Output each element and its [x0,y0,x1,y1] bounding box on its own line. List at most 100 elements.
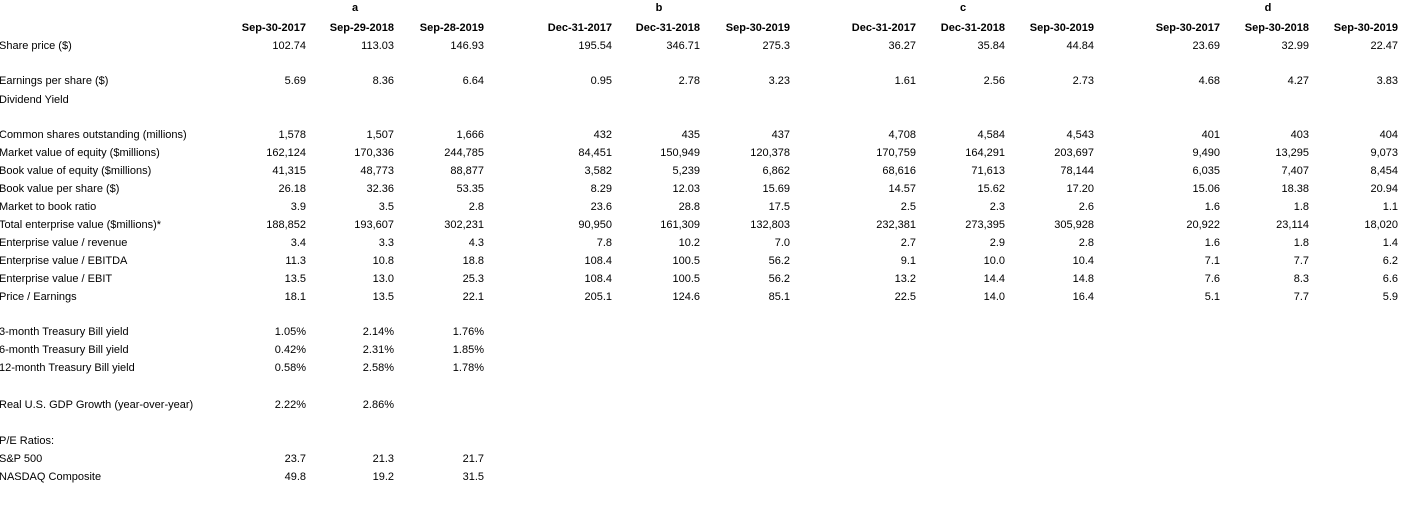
row-label: Price / Earnings [0,291,77,303]
row-label: Market value of equity ($millions) [0,147,160,159]
data-cell: 7.0 [774,237,790,249]
data-cell: 108.4 [584,255,612,267]
data-cell: 403 [1290,129,1309,141]
data-cell: 7.6 [1204,273,1220,285]
data-cell: 90,950 [578,219,612,231]
data-cell: 432 [593,129,612,141]
data-cell: 4.68 [1198,75,1220,87]
group-label: b [655,2,663,14]
data-cell: 2.7 [900,237,916,249]
data-cell: 7.8 [596,237,612,249]
data-cell: 244,785 [444,147,484,159]
data-cell: 6,035 [1192,165,1220,177]
data-cell: 21.7 [462,453,484,465]
data-cell: 1.78% [452,362,484,374]
data-cell: 102.74 [272,40,306,52]
data-cell: 2.8 [468,201,484,213]
data-cell: 5.9 [1382,291,1398,303]
row-label: Real U.S. GDP Growth (year-over-year) [0,399,194,411]
data-cell: 21.3 [372,453,394,465]
row-label: S&P 500 [0,453,43,465]
data-cell: 195.54 [578,40,612,52]
column-date-header: Dec-31-2017 [547,22,612,34]
data-cell: 85.1 [768,291,790,303]
data-cell: 9,490 [1192,147,1220,159]
data-cell: 1.8 [1293,237,1309,249]
data-cell: 203,697 [1054,147,1094,159]
data-cell: 18,020 [1364,219,1398,231]
data-cell: 31.5 [462,471,484,483]
data-cell: 10.2 [678,237,700,249]
data-cell: 108.4 [584,273,612,285]
data-cell: 346.71 [666,40,700,52]
data-cell: 150,949 [660,147,700,159]
section-heading: P/E Ratios: [0,435,55,447]
data-cell: 164,291 [965,147,1005,159]
data-cell: 232,381 [876,219,916,231]
group-label: c [959,2,967,14]
data-cell: 0.95 [590,75,612,87]
data-cell: 22.1 [462,291,484,303]
data-cell: 13.2 [894,273,916,285]
data-cell: 2.56 [983,75,1005,87]
data-cell: 7.7 [1293,291,1309,303]
data-cell: 170,759 [876,147,916,159]
data-cell: 3,582 [584,165,612,177]
row-label: Earnings per share ($) [0,75,109,87]
data-cell: 305,928 [1054,219,1094,231]
data-cell: 5.1 [1204,291,1220,303]
data-cell: 6.2 [1382,255,1398,267]
data-cell: 188,852 [266,219,306,231]
data-cell: 6.64 [462,75,484,87]
data-cell: 28.8 [678,201,700,213]
data-cell: 100.5 [672,255,700,267]
row-label: Book value per share ($) [0,183,120,195]
data-cell: 1,507 [366,129,394,141]
data-cell: 1.8 [1293,201,1309,213]
data-cell: 1.61 [894,75,916,87]
column-date-header: Sep-30-2019 [725,22,790,34]
data-cell: 88,877 [450,165,484,177]
data-cell: 49.8 [284,471,306,483]
column-date-header: Sep-28-2019 [419,22,484,34]
data-cell: 18.38 [1281,183,1309,195]
data-cell: 26.18 [278,183,306,195]
data-cell: 2.31% [362,344,394,356]
data-cell: 146.93 [450,40,484,52]
data-cell: 437 [771,129,790,141]
data-cell: 5.69 [284,75,306,87]
row-label: NASDAQ Composite [0,471,102,483]
data-cell: 2.6 [1078,201,1094,213]
column-date-header: Sep-30-2017 [241,22,306,34]
data-cell: 1.6 [1204,237,1220,249]
data-cell: 78,144 [1060,165,1094,177]
data-cell: 2.5 [900,201,916,213]
data-cell: 404 [1379,129,1398,141]
row-label: Enterprise value / EBITDA [0,255,128,267]
data-cell: 2.78 [678,75,700,87]
data-cell: 23.69 [1192,40,1220,52]
data-cell: 56.2 [768,273,790,285]
data-cell: 2.8 [1078,237,1094,249]
data-cell: 17.5 [768,201,790,213]
row-label: Share price ($) [0,40,72,52]
data-cell: 8.3 [1293,273,1309,285]
data-cell: 48,773 [360,165,394,177]
data-cell: 2.14% [362,326,394,338]
data-cell: 71,613 [971,165,1005,177]
data-cell: 161,309 [660,219,700,231]
data-cell: 13,295 [1275,147,1309,159]
data-cell: 53.35 [456,183,484,195]
data-cell: 2.86% [362,399,394,411]
data-cell: 193,607 [354,219,394,231]
data-cell: 17.20 [1066,183,1094,195]
data-cell: 14.57 [888,183,916,195]
data-cell: 6,862 [762,165,790,177]
data-cell: 14.0 [983,291,1005,303]
data-cell: 22.5 [894,291,916,303]
data-cell: 3.3 [378,237,394,249]
data-cell: 12.03 [672,183,700,195]
data-cell: 23,114 [1276,219,1309,231]
data-cell: 0.42% [274,344,306,356]
data-cell: 56.2 [768,255,790,267]
